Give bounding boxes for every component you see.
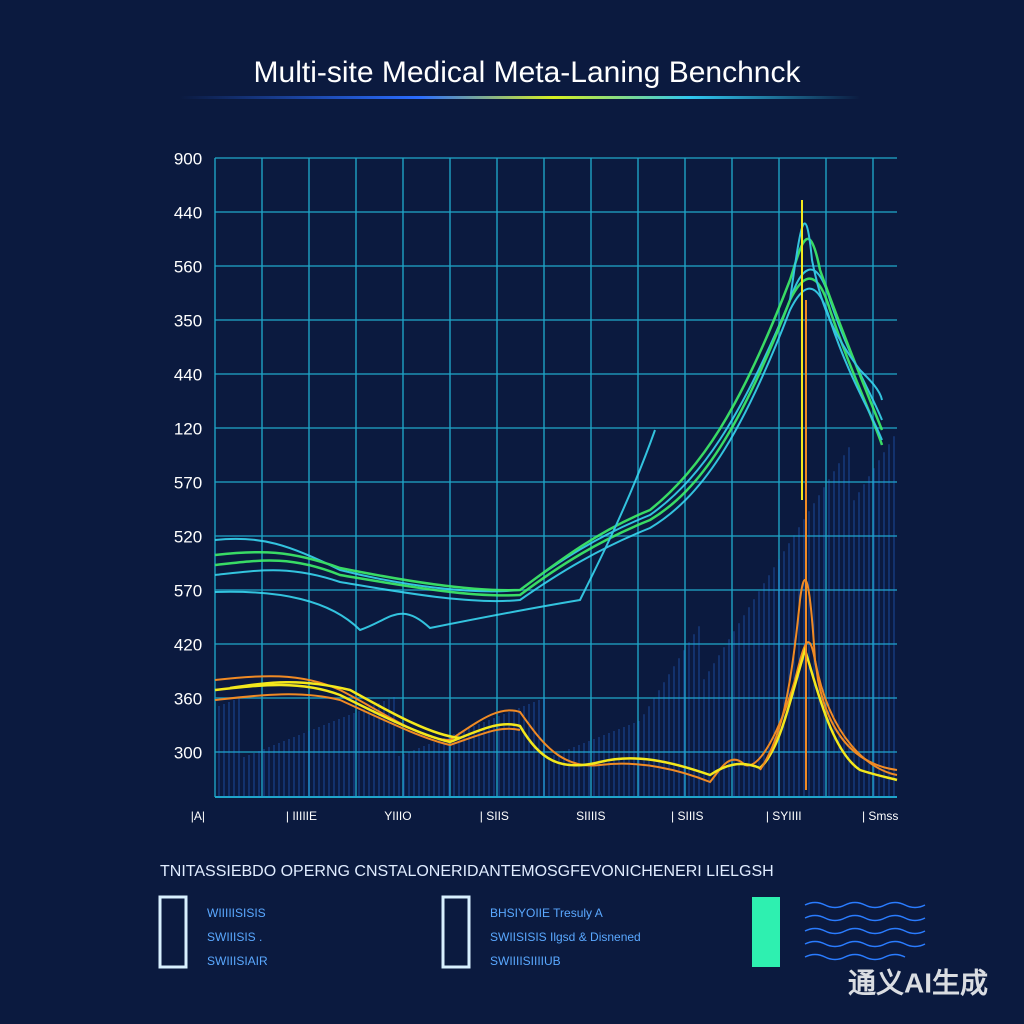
x-tick-label: | SIIS [480,809,509,823]
y-tick-label: 560 [174,257,202,276]
legend-icon [441,895,471,969]
curve [214,237,884,592]
wave [804,940,926,948]
x-tick-label: YIIIO [384,809,411,823]
curve [789,222,883,401]
title-underline [180,96,860,99]
y-tick-label: 900 [174,149,202,168]
cyan-bundle [214,222,884,632]
legend-text: SWIIISIS . [207,930,262,944]
y-tick-label: 120 [174,419,202,438]
y-tick-label: 440 [174,203,202,222]
wave [804,901,926,909]
watermark: 通义AI生成 [848,967,988,998]
orange-bundle [214,200,898,790]
legend-text: WIIIIISISIS [207,906,266,920]
chart-title: Multi-site Medical Meta-Laning Benchnck [254,56,802,89]
legend-text: SWIIISIAIR [207,954,268,968]
legend-heading: TNITASSIEBDO OPERNG CNSTALONERIDANTEMOSG… [160,863,774,880]
curve [214,641,898,784]
curves [214,200,898,790]
wave [804,953,906,961]
y-tick-label: 570 [174,581,202,600]
legend-text: BHSIYOIIE Tresuly A [490,906,603,920]
curve [214,277,884,597]
y-tick-label: 300 [174,743,202,762]
x-tick-label: SIIIIS [576,809,605,823]
y-tick-label: 440 [174,365,202,384]
y-tick-label: 520 [174,527,202,546]
y-tick-label: 570 [174,473,202,492]
wave [804,927,926,935]
grid [214,157,897,798]
x-tick-label: | SIIIS [671,809,703,823]
curve [214,429,656,632]
x-tick-label: | SYIIII [766,809,802,823]
y-tick-label: 420 [174,635,202,654]
x-tick-label: |A| [191,809,205,823]
wave [804,914,926,922]
x-tick-label: | Smss [862,809,898,823]
curve [229,681,461,740]
curve [214,645,898,782]
legend-waves [804,901,926,961]
legend-icon [158,895,188,969]
legend-icon [752,897,780,967]
curve [214,287,883,603]
legend-text: SWIIIISIIIIUB [490,954,561,968]
y-tick-label: 350 [174,311,202,330]
x-tick-label: | IIIIIE [286,809,317,823]
legend-text: SWIISISIS Ilgsd & Disnened [490,930,641,944]
y-tick-label: 360 [174,689,202,708]
